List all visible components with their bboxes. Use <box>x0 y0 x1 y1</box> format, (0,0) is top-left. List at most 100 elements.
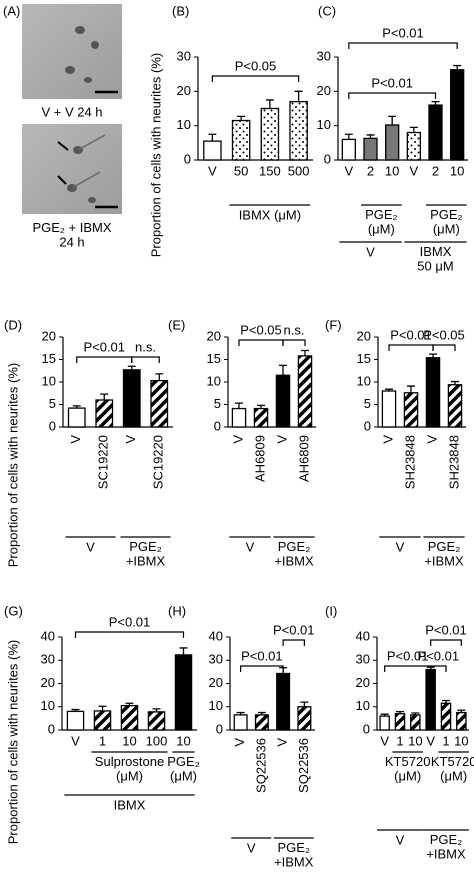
y-tick-label: 0 <box>184 151 191 166</box>
y-tick-label: 40 <box>209 628 223 643</box>
panel-label: (A) <box>3 3 20 18</box>
error-bar <box>98 705 107 711</box>
annotation: P<0.01 <box>83 339 125 354</box>
y-tick-label: 30 <box>356 652 370 667</box>
bracket <box>430 639 462 646</box>
annotation: P<0.01 <box>387 648 429 663</box>
y-tick-label: 0 <box>48 721 55 736</box>
group-label: V <box>396 539 405 554</box>
bar <box>67 407 86 428</box>
bar <box>147 711 166 731</box>
y-tick-label: 10 <box>207 373 221 388</box>
chart: (B) Proportion of cells with neurites (%)… <box>148 3 313 257</box>
group-label: V <box>246 539 255 554</box>
x-tick-label: SH23848 <box>402 435 417 489</box>
bar <box>297 706 312 731</box>
group-label: PGE₂ +IBMX <box>126 539 166 568</box>
group-label: PGE₂ (μM) <box>167 754 200 783</box>
y-tick-label: 0 <box>364 418 371 433</box>
chart: (G) Proportion of cells with neurites (%)… <box>4 603 200 844</box>
bar <box>233 714 248 731</box>
y-tick-label: 40 <box>41 628 55 643</box>
bar <box>440 702 452 731</box>
y-tick-label: 15 <box>357 351 371 366</box>
bar <box>122 369 141 428</box>
bar <box>174 654 193 731</box>
y-tick-label: 5 <box>364 396 371 411</box>
error-bar <box>380 713 389 717</box>
group-label: PGE₂ +IBMX <box>426 832 466 861</box>
error-bar <box>294 90 303 102</box>
error-bar <box>388 115 397 125</box>
y-tick-label: 10 <box>356 698 370 713</box>
caption: PGE₂ + IBMX 24 h <box>32 220 111 249</box>
x-tick-label: V <box>123 435 138 444</box>
x-tick-label: 10 <box>385 163 399 178</box>
bar <box>253 407 269 428</box>
x-tick-label: 2 <box>432 163 439 178</box>
group-label: IBMX (μM) <box>239 207 301 222</box>
y-tick-label: 0 <box>214 418 221 433</box>
panel-label: (D) <box>4 317 22 332</box>
group-label: V <box>366 244 375 259</box>
y-tick-label: 20 <box>177 83 191 98</box>
x-tick-label: 50 <box>234 163 248 178</box>
bracket <box>430 665 447 672</box>
error-bar <box>125 702 134 706</box>
bar <box>95 399 114 428</box>
x-tick-label: SC19220 <box>96 435 111 489</box>
group-label: KT5720 (μM) <box>431 754 474 783</box>
annotation: P<0.01 <box>418 648 460 663</box>
error-bar <box>457 709 466 713</box>
bracket <box>388 344 434 351</box>
chart: (E) 0 5 10 15 20 V AH6809 V AH6809 P<0.05 n.s. V PGE₂… <box>168 317 316 569</box>
bar <box>403 392 419 428</box>
y-tick-label: 20 <box>207 328 221 343</box>
bracket <box>74 631 185 638</box>
x-tick-label: V <box>424 435 439 444</box>
bracket <box>76 356 133 363</box>
error-bar <box>279 364 287 376</box>
y-tick-label: 30 <box>177 48 191 63</box>
error-bar <box>301 349 309 356</box>
x-tick-label: 500 <box>288 163 310 178</box>
annotation: P<0.01 <box>273 622 315 637</box>
y-tick-label: 10 <box>317 117 331 132</box>
y-tick-label: 20 <box>42 328 56 343</box>
error-bar <box>257 404 265 409</box>
x-tick-label: 10 <box>176 733 190 748</box>
y-tick-label: 10 <box>209 698 223 713</box>
x-tick-label: 2 <box>367 163 374 178</box>
annotation: P<0.05 <box>240 322 282 337</box>
bracket <box>211 75 300 82</box>
x-tick-label: V <box>208 163 217 178</box>
x-tick-label: V <box>230 435 245 444</box>
error-bar <box>409 126 418 133</box>
y-tick-label: 0 <box>324 151 331 166</box>
group-label: PGE₂ (μM) <box>365 207 398 236</box>
bracket <box>384 665 432 672</box>
y-tick-label: 10 <box>177 117 191 132</box>
panel-label: (C) <box>318 3 336 18</box>
panel-label: (G) <box>4 603 23 618</box>
x-tick-label: SQ22536 <box>296 738 311 793</box>
chart: (F) 0 5 10 15 20 V SH23848 V SH23848 P<0.01P<0.05 V… <box>325 317 466 569</box>
y-axis-label: Proportion of cells with neurites (%) <box>5 363 20 567</box>
group-label: IBMX 50 μM <box>417 244 453 273</box>
bar <box>394 713 406 731</box>
x-tick-label: SH23848 <box>446 435 461 489</box>
group-label: V <box>86 539 95 554</box>
group-label: V <box>247 840 256 855</box>
bar <box>456 711 467 731</box>
bar <box>231 407 247 428</box>
arrow <box>57 141 69 185</box>
cells <box>67 134 106 203</box>
y-axis-label: Proportion of cells with neurites (%) <box>148 53 163 257</box>
error-bar <box>265 99 274 109</box>
group-label: V <box>396 832 405 847</box>
group-label: PGE₂ (μM) <box>430 207 463 236</box>
panel-label: (E) <box>168 317 185 332</box>
error-bar <box>208 133 217 142</box>
